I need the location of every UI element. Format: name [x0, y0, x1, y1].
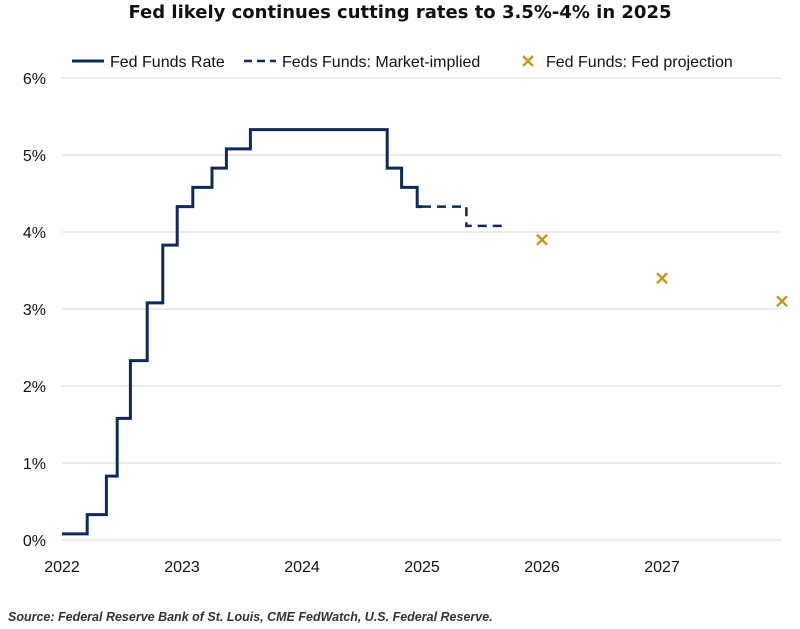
x-tick-label: 2025 — [404, 559, 440, 576]
y-tick-label: 2% — [23, 379, 46, 396]
x-tick-label: 2022 — [44, 559, 80, 576]
legend-label: Fed Funds: Fed projection — [546, 54, 733, 71]
projection-marker — [656, 272, 668, 285]
x-tick-label: 2023 — [164, 559, 200, 576]
legend: Fed Funds Rate Feds Funds: Market-implied… — [72, 54, 733, 71]
series-fed-funds-rate-line — [62, 128, 422, 536]
y-tick-label: 4% — [23, 225, 46, 242]
projection-marker-stroke — [656, 272, 668, 285]
projection-marker-stroke — [776, 295, 788, 308]
x-tick-label: 2027 — [644, 559, 680, 576]
chart-canvas: 0%1%2%3%4%5%6% 2022 2023 2024 2025 2026 2027 … — [23, 54, 788, 576]
legend-label: Feds Funds: Market-implied — [282, 54, 480, 71]
legend-label: Fed Funds Rate — [110, 54, 225, 71]
y-tick-label: 0% — [23, 533, 46, 550]
projection-marker — [776, 295, 788, 308]
y-tick-label: 1% — [23, 456, 46, 473]
projection-marker-stroke — [536, 233, 548, 246]
y-tick-label: 3% — [23, 302, 46, 319]
series-group — [62, 128, 788, 536]
x-tick-label: 2026 — [524, 559, 560, 576]
projection-marker — [536, 233, 548, 246]
x-tick-labels: 2022 2023 2024 2025 2026 2027 — [44, 559, 680, 576]
gridlines — [62, 77, 782, 541]
legend-swatch-x — [522, 55, 534, 67]
y-tick-label: 6% — [23, 71, 46, 88]
source-note: Source: Federal Reserve Bank of St. Loui… — [8, 610, 493, 624]
y-tick-label: 5% — [23, 148, 46, 165]
y-tick-labels: 0% 1% 2% 3% 4% 5% 6% — [23, 71, 46, 550]
series-market-implied-line — [422, 205, 508, 228]
x-tick-label: 2024 — [284, 559, 320, 576]
chart-title: Fed likely continues cutting rates to 3.… — [128, 2, 672, 23]
